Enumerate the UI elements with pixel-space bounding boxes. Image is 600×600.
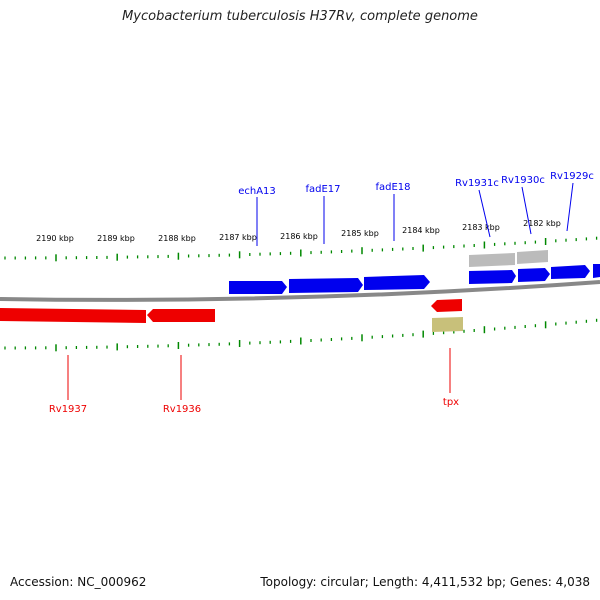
accession-label: Accession: NC_000962 bbox=[10, 575, 147, 589]
scale-label: 2187 kbp bbox=[219, 233, 257, 242]
gene-arrow-fadE17[interactable] bbox=[289, 278, 363, 293]
reverse-label-lines bbox=[67, 348, 451, 400]
gene-label-tpx[interactable]: tpx bbox=[443, 397, 459, 408]
gene-arrow-edge[interactable] bbox=[593, 264, 600, 278]
map-title: Mycobacterium tuberculosis H37Rv, comple… bbox=[122, 9, 478, 24]
gene-label-Rv1937[interactable]: Rv1937 bbox=[49, 404, 87, 415]
gene-arrow-Rv1929c[interactable] bbox=[551, 265, 590, 279]
gene-label-fadE17[interactable]: fadE17 bbox=[305, 184, 340, 195]
leader-line-Rv1929c bbox=[566, 182, 574, 232]
scale-label: 2184 kbp bbox=[402, 226, 440, 235]
gene-arrow-Rv1937[interactable] bbox=[0, 308, 146, 323]
scale-label: 2189 kbp bbox=[97, 234, 135, 243]
forward-strand-genes bbox=[229, 264, 600, 294]
scale-label: 2186 kbp bbox=[280, 232, 318, 241]
reverse-strand-genes bbox=[0, 299, 463, 332]
gene-arrow-Rv1936[interactable] bbox=[147, 309, 215, 322]
genome-backbone bbox=[0, 280, 600, 302]
genome-summary: Topology: circular; Length: 4,411,532 bp… bbox=[260, 575, 590, 589]
gene-label-Rv1931c[interactable]: Rv1931c bbox=[455, 178, 499, 189]
forward-label-lines bbox=[256, 182, 574, 246]
feature-grey-1[interactable] bbox=[469, 253, 515, 267]
scale-labels: 2190 kbp 2189 kbp 2188 kbp 2187 kbp 2186… bbox=[36, 219, 561, 243]
gene-label-Rv1930c[interactable]: Rv1930c bbox=[501, 175, 545, 186]
gene-arrow-Rv1931c[interactable] bbox=[469, 270, 516, 284]
gene-label-echA13[interactable]: echA13 bbox=[238, 186, 276, 197]
scale-label: 2183 kbp bbox=[462, 223, 500, 232]
gene-label-Rv1936[interactable]: Rv1936 bbox=[163, 404, 201, 415]
reverse-gene-labels: Rv1937 Rv1936 tpx bbox=[49, 397, 459, 415]
leader-line-Rv1931c bbox=[478, 189, 491, 238]
gene-arrow-tpx[interactable] bbox=[431, 299, 462, 312]
scale-label: 2190 kbp bbox=[36, 234, 74, 243]
scale-label: 2185 kbp bbox=[341, 229, 379, 238]
gene-label-Rv1929c[interactable]: Rv1929c bbox=[550, 171, 594, 182]
feature-rna[interactable] bbox=[432, 317, 463, 332]
gene-arrow-Rv1930c[interactable] bbox=[518, 268, 550, 282]
tick-marks bbox=[4, 236, 598, 352]
other-features bbox=[469, 250, 548, 267]
gene-label-fadE18[interactable]: fadE18 bbox=[375, 182, 410, 193]
gene-arrow-echA13[interactable] bbox=[229, 281, 287, 294]
feature-grey-2[interactable] bbox=[517, 250, 548, 264]
scale-label: 2182 kbp bbox=[523, 219, 561, 228]
scale-label: 2188 kbp bbox=[158, 234, 196, 243]
gene-arrow-fadE18[interactable] bbox=[364, 275, 430, 290]
leader-line-Rv1930c bbox=[521, 186, 532, 235]
forward-gene-labels: echA13 fadE17 fadE18 Rv1931c Rv1930c Rv1… bbox=[238, 171, 594, 197]
